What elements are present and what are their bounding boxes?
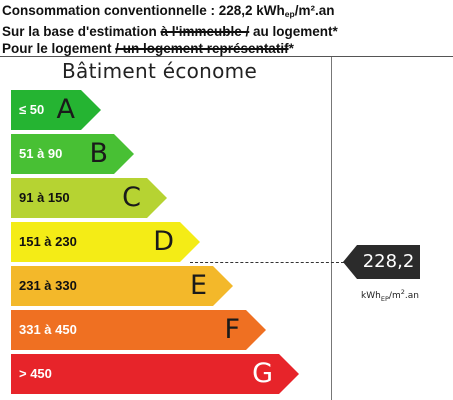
- energy-class-e-bar: 231 à 330 E: [11, 266, 233, 306]
- estimation-basis-line: Sur la base d'estimation à l'immeuble / …: [2, 23, 452, 40]
- class-f-letter: F: [224, 314, 240, 345]
- energy-class-b-bar: 51 à 90 B: [11, 134, 134, 174]
- label-title: Bâtiment économe: [62, 59, 258, 83]
- class-d-range: 151 à 230: [19, 234, 77, 249]
- housing-text: Pour le logement: [2, 41, 116, 56]
- estimation-basis-text: Sur la base d'estimation: [2, 24, 161, 39]
- class-c-range: 91 à 150: [19, 190, 70, 205]
- class-f-range: 331 à 450: [19, 322, 77, 337]
- housing-struck: / un logement représentatif: [115, 41, 289, 56]
- class-g-letter: G: [252, 358, 273, 389]
- consumption-line: Consommation conventionnelle : 228,2 kWh…: [2, 2, 452, 23]
- energy-class-g-bar: > 450 G: [11, 354, 299, 394]
- unit-main: kWh: [361, 291, 381, 301]
- energy-class-f-bar: 331 à 450 F: [11, 310, 266, 350]
- class-e-letter: E: [189, 270, 207, 301]
- unit-subscript: EP: [380, 294, 389, 303]
- column-divider: [331, 57, 332, 400]
- class-e-range: 231 à 330: [19, 278, 77, 293]
- energy-class-d-bar: 151 à 230 D: [11, 222, 200, 262]
- consumption-subscript: ep: [284, 9, 295, 19]
- class-a-letter: A: [56, 94, 75, 125]
- class-b-range: 51 à 90: [19, 146, 63, 161]
- energy-class-a-bar: ≤ 50 A: [11, 90, 101, 130]
- estimation-basis-struck: à l'immeuble /: [160, 24, 250, 39]
- class-d-letter: D: [153, 226, 174, 257]
- current-value: 228,2: [362, 251, 415, 272]
- class-c-letter: C: [122, 182, 141, 213]
- current-value-leader-line: [190, 262, 344, 263]
- unit-mid: /m: [388, 291, 401, 301]
- unit-superscript: 2: [400, 288, 405, 296]
- energy-label-frame: [0, 56, 453, 400]
- unit-end: .an: [404, 291, 419, 301]
- consumption-text: Consommation conventionnelle : 228,2 kWh: [2, 3, 285, 18]
- consumption-header: Consommation conventionnelle : 228,2 kWh…: [2, 2, 452, 57]
- estimation-basis-tail: au logement*: [249, 24, 338, 39]
- class-g-range: > 450: [19, 366, 52, 381]
- consumption-unit-text: /m².an: [294, 3, 335, 18]
- housing-line: Pour le logement / un logement représent…: [2, 40, 452, 57]
- housing-tail: *: [288, 41, 294, 56]
- energy-class-c-bar: 91 à 150 C: [11, 178, 167, 218]
- current-value-unit: kWhEP/m2.an: [344, 288, 436, 303]
- current-value-marker: 228,2: [343, 245, 420, 279]
- class-b-letter: B: [89, 138, 108, 169]
- class-a-range: ≤ 50: [19, 102, 45, 117]
